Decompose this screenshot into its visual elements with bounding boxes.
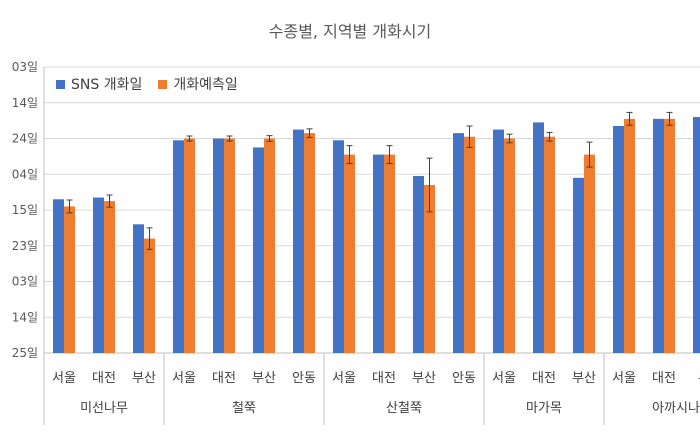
y-tick-label: 24일 [12,132,38,146]
bar-sns [133,224,144,353]
legend: SNS 개화일 개화예측일 [56,74,238,94]
y-tick-label: 03일 [12,60,38,74]
legend-label-sns: SNS 개화일 [71,77,143,93]
legend-swatch-sns [56,79,65,89]
x-category-label: 부산 [572,371,596,386]
bar-sns [613,125,624,353]
bar-sns [413,176,424,353]
x-category-label: 대전 [532,371,556,386]
bar-predicted [304,133,315,353]
x-category-label: 부산 [412,371,436,386]
x-category-label: 대전 [212,371,236,386]
x-category-label: 대전 [652,371,676,386]
legend-item-sns: SNS 개화일 [56,74,142,94]
bar-sns [493,129,504,353]
bar-predicted [224,138,235,353]
y-tick-label: 25일 [12,346,38,360]
bar-sns [293,129,304,353]
bar-sns [573,177,584,353]
x-category-label: 서울 [492,371,516,386]
bar-sns [653,118,664,354]
x-category-label: 서울 [52,371,76,386]
bar-predicted [384,154,395,353]
y-tick-label: 23일 [12,239,38,253]
bar-sns [253,147,264,353]
bar-predicted [184,138,195,353]
y-tick-label: 14일 [12,96,38,110]
x-category-label: 대전 [372,371,396,386]
x-category-label: 서울 [612,371,636,386]
x-category-label: 안동 [292,371,316,386]
bar-sns [213,138,224,353]
bar-predicted [544,136,555,353]
bar-sns [373,154,384,353]
y-tick-label: 04일 [12,167,38,181]
x-category-label: 부산 [252,371,276,386]
x-category-label: 부산 [132,371,156,386]
legend-swatch-predicted [158,79,168,89]
bar-sns [173,140,184,353]
legend-item-predicted: 개화예측일 [158,74,238,94]
bar-predicted [584,154,595,353]
y-tick-label: 03일 [12,275,38,289]
bar-predicted [664,118,675,354]
bar-sns [693,117,700,353]
bar-predicted [424,184,435,353]
y-tick-label: 15일 [12,203,38,217]
bar-sns [93,197,104,353]
bar-predicted [64,206,75,353]
bar-predicted [464,136,475,353]
x-group-label: 산철쭉 [386,401,422,416]
x-category-label: 대전 [92,371,116,386]
bar-sns [333,140,344,353]
bar-predicted [504,138,515,353]
x-group-label: 마가목 [526,401,562,416]
y-tick-label: 14일 [12,310,38,324]
bar-predicted [624,118,635,354]
bar-sns [53,199,64,353]
chart-title: 수종별, 지역별 개화시기 [268,22,432,41]
bar-predicted [264,138,275,353]
bar-predicted [104,201,115,353]
x-category-label: 서울 [172,371,196,386]
bar-predicted [344,154,355,353]
x-group-label: 미선나무 [80,401,128,416]
x-category-label: 서울 [332,371,356,386]
bar-sns [453,133,464,353]
bar-sns [533,122,544,353]
x-group-label: 철쭉 [232,401,256,416]
x-group-label: 아까시나무 [652,401,700,416]
x-category-label: 부 [698,371,700,386]
legend-label-predicted: 개화예측일 [173,77,238,93]
x-category-label: 안동 [452,371,476,386]
bar-predicted [144,238,155,353]
